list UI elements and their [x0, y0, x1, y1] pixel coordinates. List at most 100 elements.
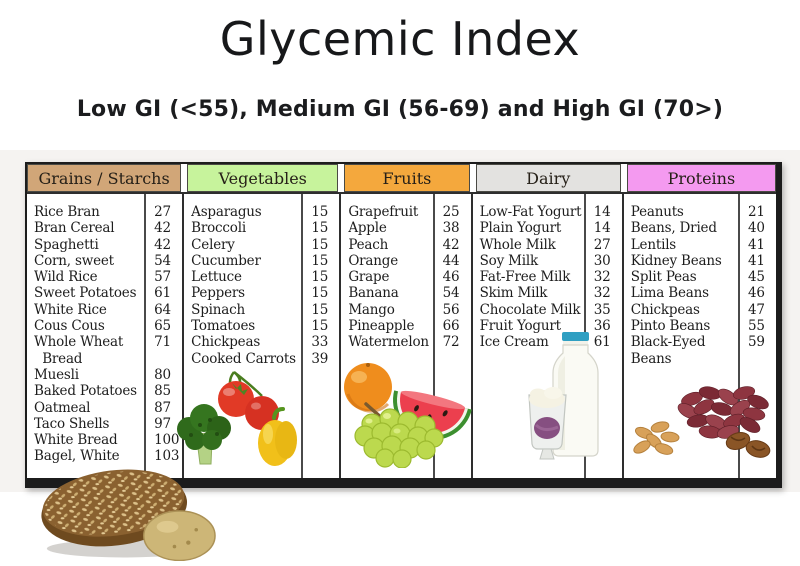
food-name: Spaghetti — [34, 236, 99, 253]
gi-table: Grains / Starchs Rice Bran 27 Bran Cereal 4… — [25, 162, 782, 488]
table-row: Kidney Beans 41 — [624, 253, 776, 269]
column-body: Rice Bran 27 Bran Cereal 42 Spaghetti 42 Corn,… — [27, 192, 185, 478]
food-name: Chickpeas — [630, 301, 700, 318]
page-subtitle: Low GI (<55), Medium GI (56-69) and High… — [76, 97, 724, 122]
gi-value: 14 — [593, 204, 611, 220]
table-row: Asparagus 15 — [184, 204, 339, 220]
gi-value: 21 — [747, 204, 765, 220]
table-row: Oatmeal 87 — [27, 400, 182, 416]
table-row: Low-Fat Yogurt 14 — [473, 204, 622, 220]
column-header-proteins: Proteins — [626, 164, 776, 192]
column-dairy: Dairy Low-Fat Yogurt 14 Plain Yogurt 14 Whol… — [472, 164, 624, 478]
gi-value: 100 — [154, 432, 180, 449]
row-list: Grapefruit 25 Apple 38 Peach 42 Orange 44 Grape 4… — [341, 194, 470, 351]
column-body: Low-Fat Yogurt 14 Plain Yogurt 14 Whole Milk… — [472, 192, 624, 478]
table-row: Ice Cream 61 — [473, 334, 622, 350]
food-name: Peppers — [191, 285, 245, 302]
gi-value: 32 — [593, 269, 611, 286]
column-header-fruits: Fruits — [344, 164, 470, 192]
table-row: Grapefruit 25 — [341, 204, 470, 220]
table-row: Skim Milk 32 — [473, 285, 622, 301]
gi-value: 72 — [442, 334, 460, 351]
gi-value: 61 — [593, 334, 611, 351]
table-row: Peppers 15 — [184, 285, 339, 301]
column-grains-starches: Grains / Starchs Rice Bran 27 Bran Cereal 4… — [27, 164, 185, 478]
food-name: Wild Rice — [34, 269, 98, 286]
gi-value: 56 — [442, 301, 460, 318]
gi-value: 14 — [593, 220, 611, 237]
gi-value: 15 — [311, 285, 329, 302]
food-name: Bagel, White — [34, 448, 120, 465]
gi-value: 55 — [747, 318, 765, 335]
food-name: Chickpeas — [191, 334, 261, 351]
food-name: Spinach — [191, 301, 245, 318]
food-name: Peach — [348, 236, 389, 253]
column-header-label: Grains / Starchs — [38, 168, 170, 188]
table-row: White Bread 100 — [27, 432, 182, 448]
food-name: Kidney Beans — [630, 252, 722, 269]
table-row: Pinto Beans 55 — [624, 318, 776, 334]
gi-value: 66 — [442, 318, 460, 335]
column-header-grains: Grains / Starchs — [27, 164, 182, 192]
row-list: Asparagus 15 Broccoli 15 Celery 15 Cucumber 15 L… — [184, 194, 339, 367]
gi-value: 80 — [154, 366, 171, 383]
column-body: Grapefruit 25 Apple 38 Peach 42 Orange 44 Grape 4… — [341, 192, 473, 478]
gi-value: 35 — [593, 301, 611, 318]
gi-value: 15 — [311, 318, 329, 335]
table-row: Chickpeas 33 — [184, 334, 339, 350]
broccoli-tomato-pepper-image — [174, 368, 306, 472]
food-name: Split Peas — [630, 269, 697, 286]
column-body: Peanuts 21 Beans, Dried 40 Lentils 41 Kidney B… — [623, 192, 776, 478]
gi-value: 15 — [311, 301, 329, 318]
table-row: Mango 56 — [341, 302, 470, 318]
food-name: Baked Potatoes — [34, 383, 137, 400]
food-name: Rice Bran — [34, 204, 100, 220]
food-name: Orange — [348, 252, 399, 269]
food-name: Lentils — [630, 236, 677, 253]
table-row: Baked Potatoes 85 — [27, 383, 182, 399]
food-name: Soy Milk — [479, 252, 539, 269]
row-list: Peanuts 21 Beans, Dried 40 Lentils 41 Kidney B… — [624, 194, 776, 367]
table-row: Corn, sweet 54 — [27, 253, 182, 269]
table-row: Peanuts 21 — [624, 204, 776, 220]
beans-peanuts-pecans-image — [630, 377, 776, 459]
gi-value: 44 — [442, 252, 460, 269]
column-body: Asparagus 15 Broccoli 15 Celery 15 Cucumber 15 L… — [184, 192, 342, 478]
table-row: Banana 54 — [341, 285, 470, 301]
table-row: Pineapple 66 — [341, 318, 470, 334]
food-name: Asparagus — [191, 204, 262, 220]
table-row: Muesli 80 — [27, 367, 182, 383]
table-row: Tomatoes 15 — [184, 318, 339, 334]
table-row: Taco Shells 97 — [27, 416, 182, 432]
gi-value: 41 — [747, 252, 765, 269]
column-header-label: Dairy — [526, 168, 571, 188]
row-list: Low-Fat Yogurt 14 Plain Yogurt 14 Whole Milk… — [473, 194, 622, 351]
table-row: Chickpeas 47 — [624, 302, 776, 318]
column-vegetables: Vegetables Asparagus 15 Broccoli 15 Celery 15… — [184, 164, 342, 478]
column-header-label: Fruits — [382, 168, 432, 188]
gi-value: 42 — [442, 236, 460, 253]
gi-value: 36 — [593, 318, 611, 335]
food-name: Pineapple — [348, 318, 415, 335]
gi-value: 45 — [747, 269, 765, 286]
column-header-vegetables: Vegetables — [187, 164, 339, 192]
food-name: Taco Shells — [34, 415, 110, 432]
food-name: Banana — [348, 285, 399, 302]
gi-value: 32 — [593, 285, 611, 302]
gi-value: 46 — [442, 269, 460, 286]
table-row: Chocolate Milk 35 — [473, 302, 622, 318]
food-name: Celery — [191, 236, 235, 253]
food-name: Fat-Free Milk — [479, 269, 571, 286]
gi-value: 57 — [154, 269, 171, 286]
table-row: Beans, Dried 40 — [624, 220, 776, 236]
gi-value: 27 — [154, 204, 171, 220]
food-name: White Rice — [34, 301, 107, 318]
food-name: Bran Cereal — [34, 220, 115, 237]
milk-bottle-and-yogurt-image — [522, 331, 610, 463]
gi-value: 15 — [311, 204, 329, 220]
food-name: Apple — [348, 220, 387, 237]
gi-value: 87 — [154, 399, 171, 416]
gi-value: 46 — [747, 285, 765, 302]
gi-value: 47 — [747, 301, 765, 318]
